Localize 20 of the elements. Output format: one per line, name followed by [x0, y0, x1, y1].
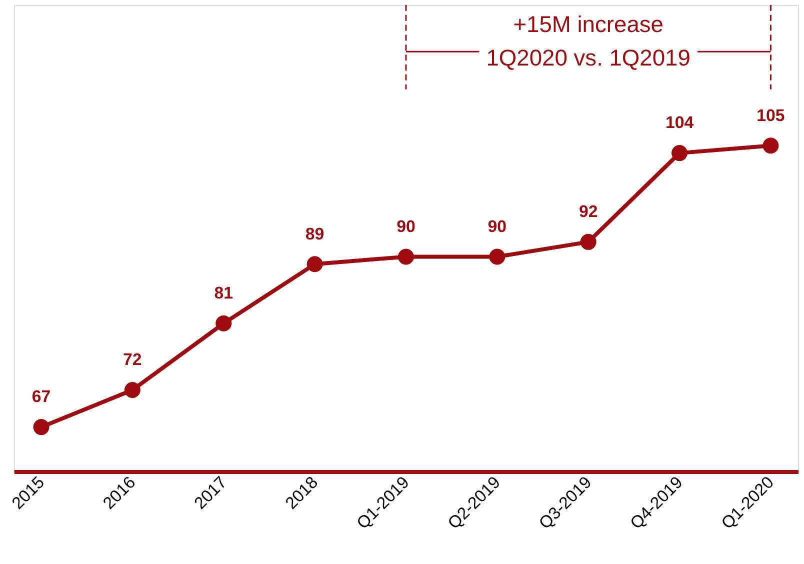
data-label: 92: [578, 202, 598, 222]
data-label: 89: [305, 224, 324, 244]
point: [124, 382, 140, 398]
point: [672, 145, 688, 162]
data-label: 90: [396, 216, 416, 236]
annotation: +15M increase: [513, 10, 664, 37]
point: [489, 248, 506, 265]
data-label: 90: [488, 216, 507, 236]
point: [762, 138, 779, 154]
point: [33, 419, 50, 436]
point: [398, 248, 414, 265]
point: [216, 315, 232, 332]
data-label: 104: [665, 113, 694, 132]
point: [306, 256, 323, 272]
point: [580, 234, 596, 250]
data-label: 105: [756, 106, 785, 125]
data-label: 67: [32, 387, 51, 406]
data-label: 72: [123, 350, 142, 370]
data-label: 81: [214, 284, 233, 303]
annotation: 1Q2020 vs. 1Q2019: [486, 44, 690, 71]
